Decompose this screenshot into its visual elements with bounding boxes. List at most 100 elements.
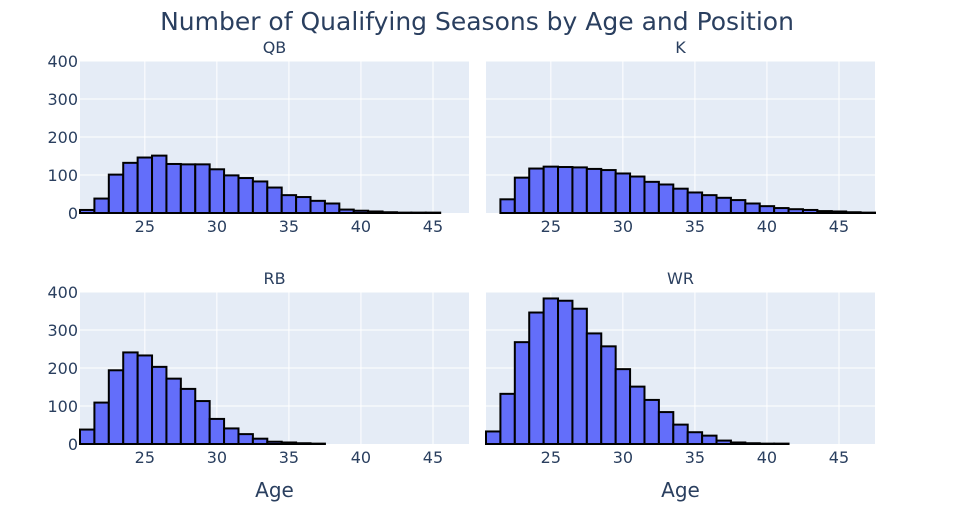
histogram-bar xyxy=(816,210,833,215)
histogram-bar xyxy=(614,172,632,214)
histogram-bar xyxy=(381,211,398,215)
histogram-bar xyxy=(79,208,96,215)
x-tick-label: 40 xyxy=(757,448,777,467)
histogram-bar xyxy=(787,208,804,214)
x-tick-label: 30 xyxy=(207,217,227,236)
x-axis-title: Age xyxy=(661,478,700,502)
histogram-bar xyxy=(237,177,254,214)
y-tick-label: 0 xyxy=(68,204,78,223)
x-tick-label: 45 xyxy=(423,448,443,467)
histogram-bar xyxy=(151,154,168,214)
histogram-bar xyxy=(657,183,675,214)
histogram-bar xyxy=(830,210,848,214)
histogram-bar xyxy=(280,194,298,214)
subplot-title: WR xyxy=(667,269,694,288)
histogram-bar xyxy=(352,209,370,215)
histogram-bar xyxy=(237,433,254,445)
histogram-bar xyxy=(79,428,96,445)
chart-title: Number of Qualifying Seasons by Age and … xyxy=(160,7,794,36)
histogram-bar xyxy=(93,401,110,445)
histogram-bar xyxy=(528,311,545,445)
y-tick-label: 300 xyxy=(47,321,78,340)
subplot-qb: 0 100 200 300 400 25 30 35 40 45 QB xyxy=(47,38,469,236)
histogram-bar xyxy=(136,354,154,445)
subplot-rb: 0 100 200 300 400 25 30 35 40 45 RB Age xyxy=(47,269,469,502)
histogram-bar xyxy=(701,194,718,214)
histogram-bar xyxy=(151,365,168,445)
subplot-title: RB xyxy=(263,269,285,288)
histogram-bar xyxy=(845,211,862,215)
x-tick-label: 35 xyxy=(685,217,705,236)
histogram-bar xyxy=(280,441,298,446)
histogram-bar xyxy=(194,163,211,214)
histogram-bar xyxy=(571,307,588,445)
histogram-bar xyxy=(643,398,660,446)
histogram-bar xyxy=(801,208,819,215)
histogram-bar xyxy=(513,341,531,445)
histogram-bar xyxy=(136,156,154,215)
x-tick-label: 40 xyxy=(351,217,371,236)
histogram-bar xyxy=(629,175,646,215)
histogram-bar xyxy=(295,442,312,445)
histogram-bar xyxy=(499,198,516,215)
histogram-bar xyxy=(194,400,211,445)
y-tick-label: 400 xyxy=(47,283,78,302)
y-tick-label: 400 xyxy=(47,52,78,71)
histogram-bar xyxy=(686,431,704,446)
histogram-bar xyxy=(600,169,617,214)
histogram-bar xyxy=(338,208,355,215)
histogram-bar xyxy=(729,199,747,215)
histogram-bar xyxy=(309,199,326,214)
histogram-bar xyxy=(585,332,603,446)
histogram-bar xyxy=(295,196,312,214)
histogram-bar xyxy=(715,439,732,445)
histogram-bar xyxy=(600,345,617,445)
x-tick-label: 25 xyxy=(135,217,155,236)
x-tick-label: 40 xyxy=(757,217,777,236)
subplot-title: K xyxy=(675,38,686,57)
histogram-bar xyxy=(542,297,560,445)
histogram-bar xyxy=(672,423,689,445)
y-tick-label: 0 xyxy=(68,435,78,454)
histogram-bar xyxy=(585,167,603,214)
y-tick-label: 100 xyxy=(47,166,78,185)
histogram-bar xyxy=(323,202,341,214)
histogram-bar xyxy=(744,442,761,445)
x-tick-label: 30 xyxy=(207,448,227,467)
histogram-bar xyxy=(557,166,574,215)
histogram-bar xyxy=(557,299,574,445)
y-tick-label: 300 xyxy=(47,90,78,109)
histogram-bar xyxy=(93,197,110,214)
histogram-bar xyxy=(758,205,776,215)
histogram-bar xyxy=(729,441,747,446)
histogram-bar xyxy=(485,430,502,445)
subplot-k: 25 30 35 40 45 K xyxy=(486,38,876,236)
x-tick-label: 45 xyxy=(423,217,443,236)
histogram-bar xyxy=(657,411,675,445)
x-tick-label: 25 xyxy=(541,217,561,236)
histogram-bar xyxy=(223,427,240,446)
histogram-bar xyxy=(179,163,197,214)
histogram-bar xyxy=(614,368,632,446)
histogram-bar xyxy=(251,437,269,445)
histogram-bar xyxy=(266,186,283,214)
x-tick-label: 45 xyxy=(829,217,849,236)
histogram-bar xyxy=(672,187,689,214)
x-tick-label: 35 xyxy=(279,217,299,236)
histogram-bar xyxy=(208,417,226,446)
histogram-bar xyxy=(208,168,226,215)
histogram-bar xyxy=(513,176,531,215)
histogram-bar xyxy=(715,196,732,215)
histogram-bar xyxy=(179,387,197,445)
histogram-bar xyxy=(122,351,139,446)
y-tick-label: 200 xyxy=(47,359,78,378)
x-tick-label: 30 xyxy=(613,217,633,236)
x-tick-label: 25 xyxy=(135,448,155,467)
histogram-bar xyxy=(107,173,125,214)
x-axis-title: Age xyxy=(255,478,294,502)
histogram-bar xyxy=(122,161,139,214)
histogram-bar xyxy=(367,210,384,214)
x-tick-label: 35 xyxy=(685,448,705,467)
histogram-bar xyxy=(266,440,283,446)
